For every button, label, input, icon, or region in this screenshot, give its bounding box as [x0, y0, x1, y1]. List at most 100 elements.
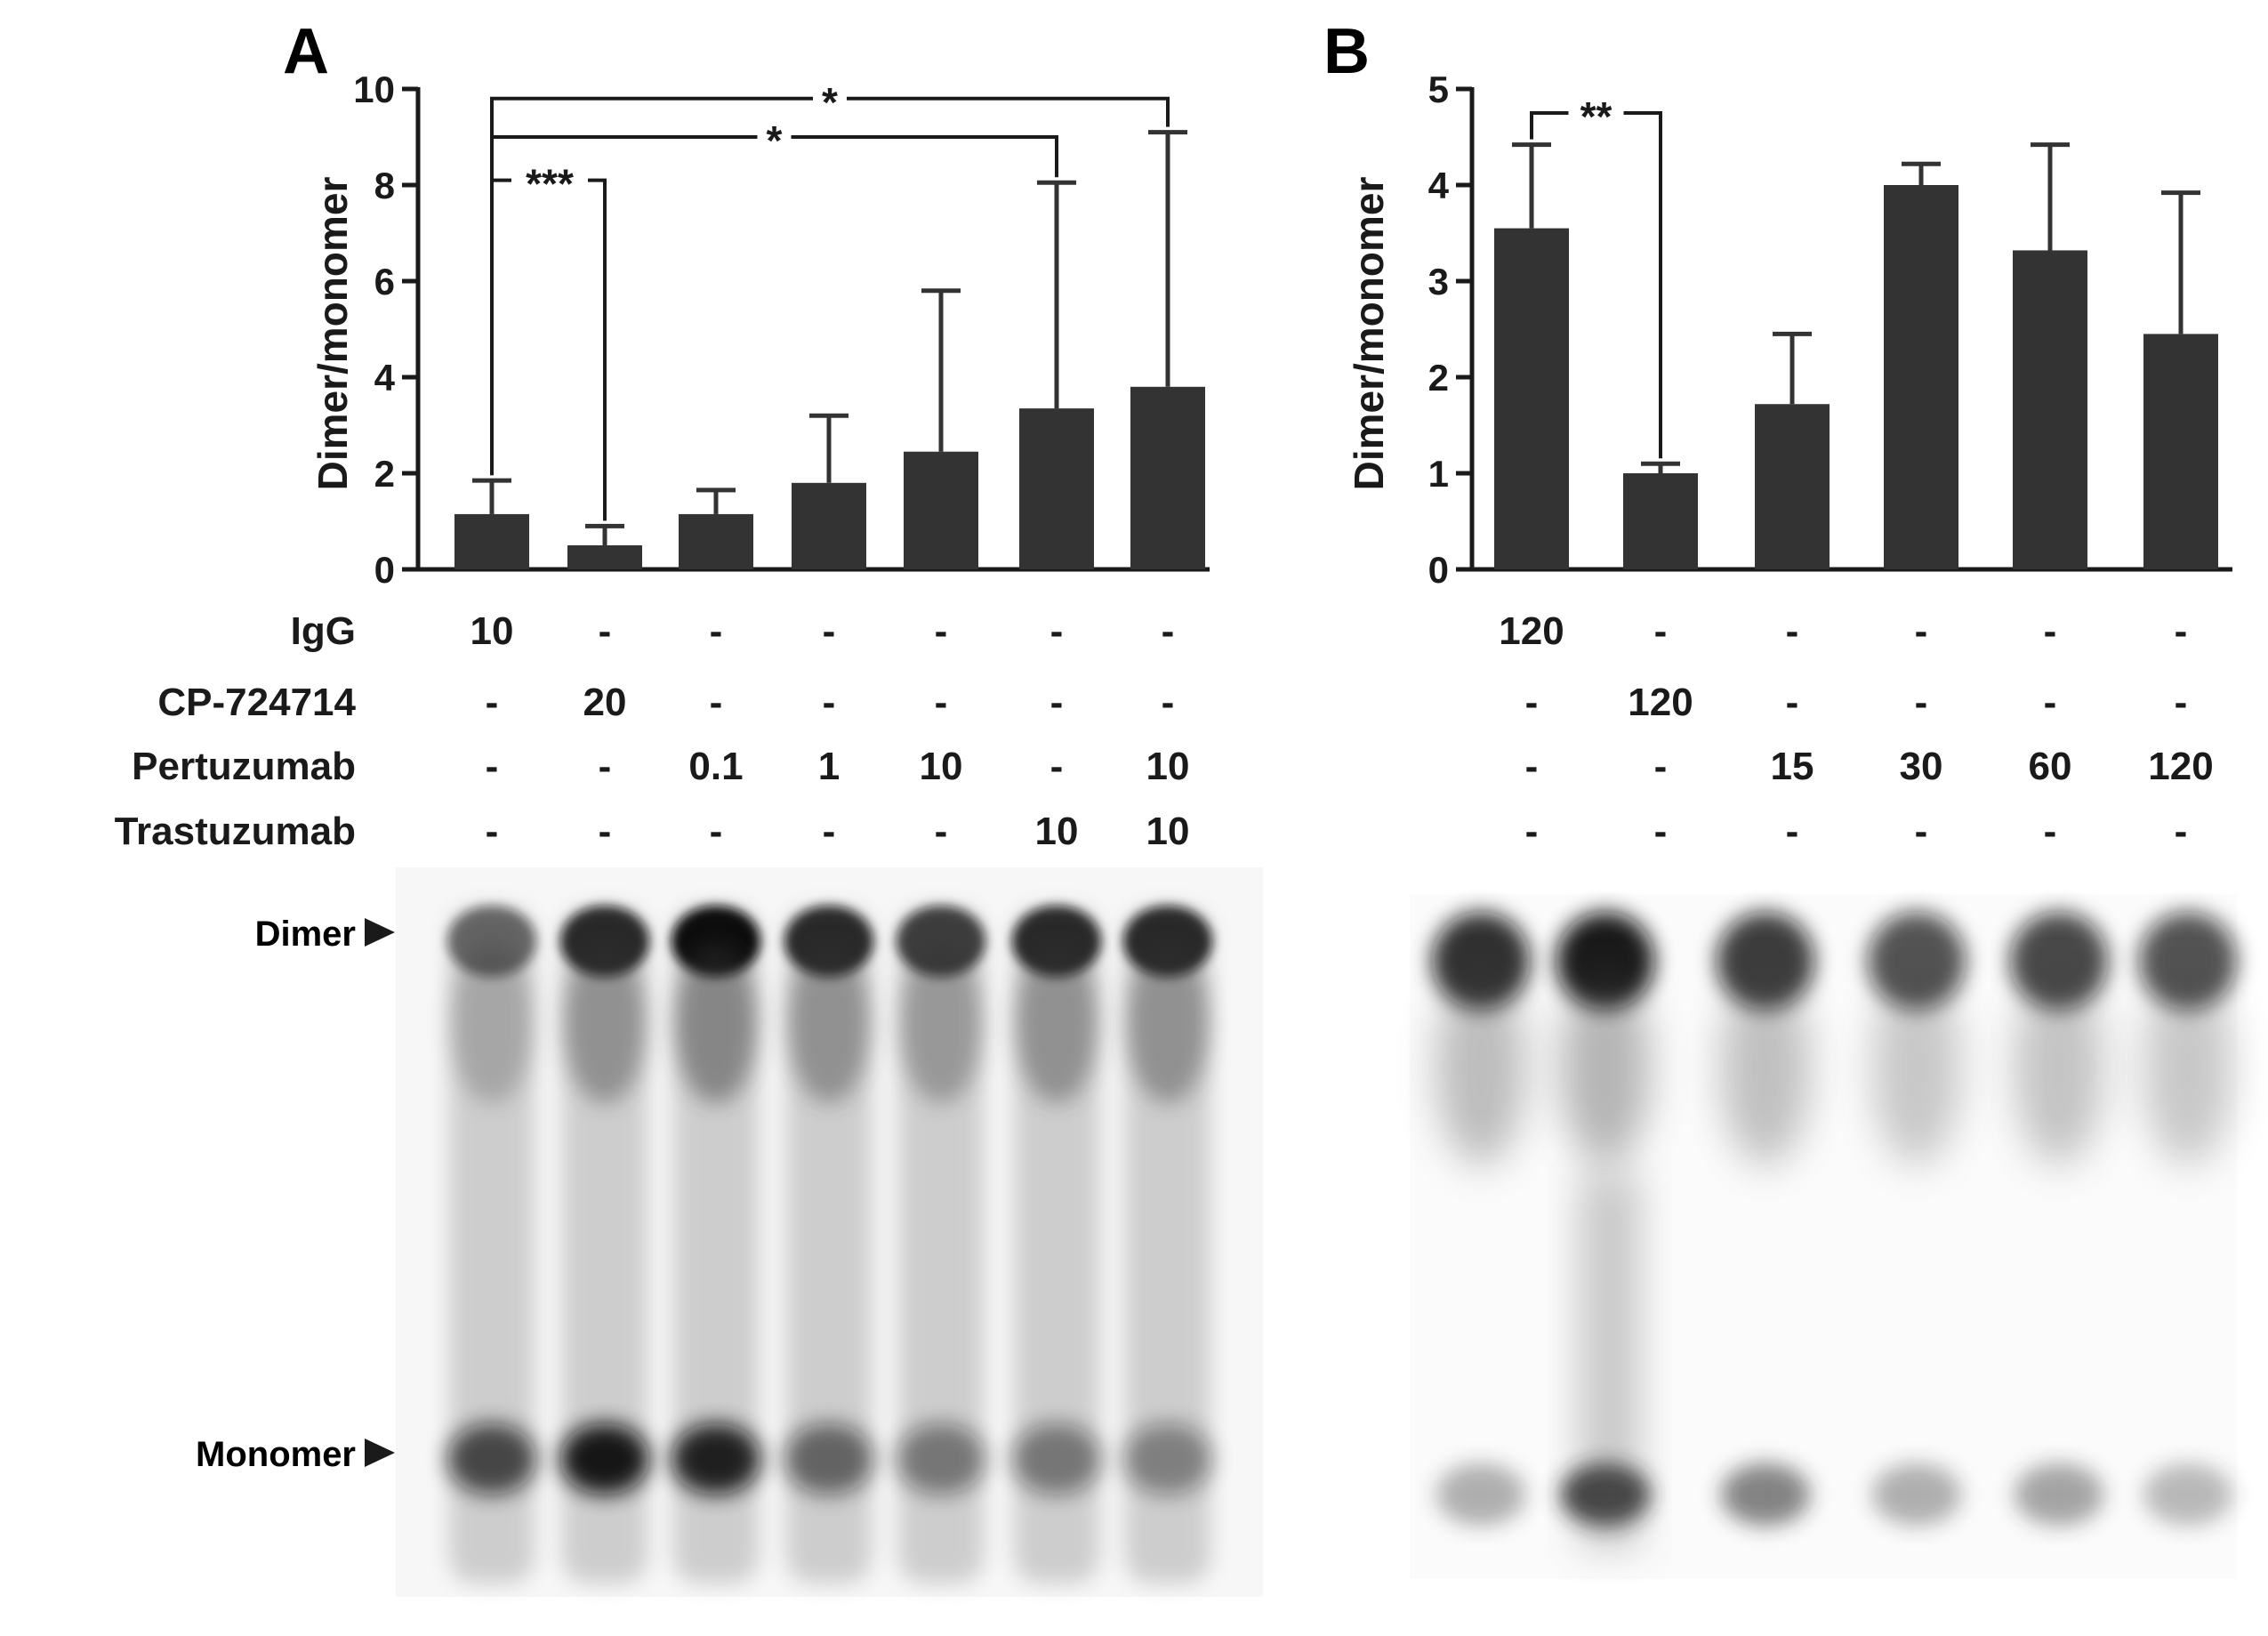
condition-cell-a: 10: [920, 745, 963, 788]
y-tick-label-a: 0: [374, 549, 395, 591]
condition-cell-b: 30: [1900, 745, 1943, 788]
significance-bracket-a: [490, 96, 1170, 476]
monomer-band: [1123, 1423, 1212, 1495]
dimer-band: [1868, 912, 1966, 1010]
y-tick-label-b: 2: [1428, 357, 1449, 399]
condition-cell-a: -: [1162, 609, 1175, 653]
monomer-band: [1721, 1463, 1810, 1526]
condition-cell-b: -: [2175, 681, 2188, 724]
significance-label-b: **: [1580, 93, 1613, 140]
condition-cell-b: -: [1654, 810, 1668, 853]
y-tick-label-a: 6: [374, 261, 395, 302]
condition-cell-a: 10: [1146, 745, 1190, 788]
significance-label-a: *: [767, 117, 783, 164]
monomer-band: [2143, 1463, 2232, 1526]
bar-b: [1884, 185, 1958, 569]
condition-cell-a: -: [599, 609, 612, 653]
monomer-band: [1872, 1463, 1961, 1526]
condition-cell-b: -: [1525, 810, 1539, 853]
dimer-band: [1717, 912, 1814, 1010]
dimer-smear: [1436, 970, 1525, 1165]
condition-cell-a: 1: [818, 745, 840, 788]
condition-cell-b: -: [2044, 810, 2057, 853]
condition-row-label: IgG: [291, 609, 356, 653]
condition-cell-b: 120: [1499, 609, 1564, 653]
condition-cell-a: 0.1: [688, 745, 743, 788]
condition-cell-a: -: [935, 681, 948, 724]
condition-cell-a: 10: [1035, 810, 1079, 853]
monomer-band: [897, 1423, 985, 1495]
condition-row-label: Trastuzumab: [115, 810, 356, 853]
panel-letter-b: B: [1323, 16, 1370, 87]
monomer-band: [784, 1423, 873, 1495]
monomer-band: [560, 1423, 649, 1495]
dimer-smear: [1872, 970, 1961, 1165]
dimer-smear: [2015, 970, 2103, 1165]
monomer-band: [672, 1423, 760, 1495]
condition-cell-a: -: [1050, 681, 1064, 724]
bar-b: [1623, 473, 1698, 569]
condition-cell-b: -: [1525, 681, 1539, 724]
dimer-smear: [1721, 970, 1810, 1165]
blot-b-membrane: [1410, 894, 2237, 1579]
bar-b: [2013, 250, 2087, 569]
dimer-smear: [451, 943, 533, 1103]
bar-b: [1755, 404, 1830, 569]
bar-a: [454, 513, 529, 569]
dimer-band: [2139, 912, 2237, 1010]
condition-cell-a: -: [1162, 681, 1175, 724]
significance-bracket-a: [490, 178, 607, 521]
y-tick-label-a: 2: [374, 453, 395, 495]
condition-cell-b: 120: [1628, 681, 1693, 724]
bar-a: [792, 482, 866, 569]
condition-cell-a: -: [710, 810, 723, 853]
monomer-band: [1012, 1423, 1101, 1495]
condition-cell-a: -: [710, 609, 723, 653]
condition-cell-a: -: [823, 609, 836, 653]
condition-cell-a: -: [935, 609, 948, 653]
y-tick-label-b: 3: [1428, 261, 1449, 302]
y-tick-label-b: 1: [1428, 453, 1449, 495]
y-axis-label-a: Dimer/monomer: [310, 177, 356, 491]
condition-cell-b: -: [1915, 609, 1928, 653]
condition-cell-b: -: [1915, 810, 1928, 853]
significance-bracket-a: [490, 135, 1058, 476]
dimer-smear: [1561, 970, 1650, 1165]
condition-cell-a: -: [486, 810, 499, 853]
blot-label-dimer: Dimer: [255, 915, 356, 954]
dimer-smear: [900, 943, 982, 1103]
dimer-smear: [1016, 943, 1098, 1103]
condition-cell-a: -: [599, 810, 612, 853]
condition-cell-b: -: [1915, 681, 1928, 724]
y-tick-label-b: 5: [1428, 69, 1449, 110]
monomer-arrow-icon: [365, 1439, 395, 1467]
western-blot-b: [1410, 894, 2237, 1579]
dimer-smear: [2143, 970, 2232, 1165]
condition-cell-a: -: [823, 810, 836, 853]
y-axis-label-b: Dimer/monomer: [1346, 177, 1392, 491]
condition-cell-b: 15: [1771, 745, 1814, 788]
bar-a: [679, 513, 753, 569]
dimer-band: [1556, 912, 1654, 1010]
dimer-band: [1432, 912, 1530, 1010]
significance-bracket-b: [1530, 111, 1662, 459]
significance-label-a: *: [822, 79, 838, 125]
condition-table-b: 120 - - - - - - 120 - - - - - - 15 30 60 120 - - - - - -: [1499, 609, 2213, 853]
condition-table-a: IgG CP-724714 Pertuzumab Trastuzumab 10 - - - - -…: [115, 609, 1190, 853]
condition-cell-a: -: [486, 745, 499, 788]
condition-row-label: CP-724714: [157, 681, 356, 724]
chart-b: 0 1 2 3 4 5 Dimer/monomer **: [1346, 69, 2232, 591]
condition-cell-b: -: [2175, 810, 2188, 853]
condition-cell-b: -: [1654, 609, 1668, 653]
bar-b: [1494, 228, 1569, 569]
dimer-smear: [1127, 943, 1209, 1103]
monomer-band: [447, 1423, 536, 1495]
dimer-smear: [788, 943, 870, 1103]
western-blot-a: [396, 867, 1263, 1597]
condition-cell-a: -: [710, 681, 723, 724]
condition-cell-a: -: [486, 681, 499, 724]
y-tick-label-a: 10: [353, 69, 395, 110]
blot-label-monomer: Monomer: [196, 1435, 356, 1474]
condition-cell-a: -: [1050, 609, 1064, 653]
